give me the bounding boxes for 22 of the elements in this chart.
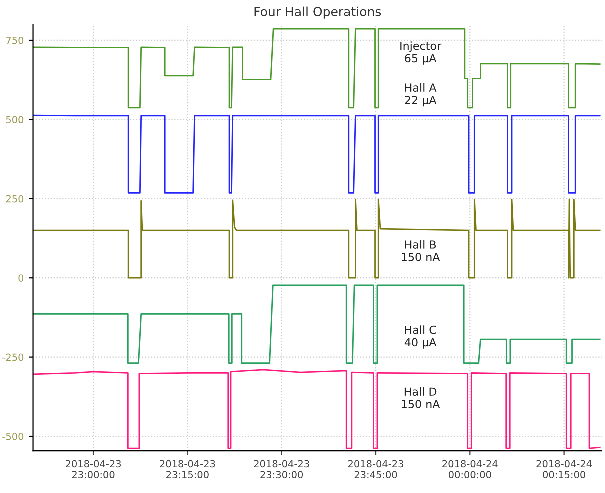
x-tick-label: 2018-04-23 23:30:00 [254, 460, 310, 479]
annotation: Hall A 22 μA [405, 83, 437, 107]
chart-title: Four Hall Operations [254, 6, 382, 19]
annotation: Hall C 40 μA [404, 326, 437, 349]
x-tick-label: 2018-04-24 00:00:00 [442, 460, 498, 479]
line-series [33, 28, 601, 109]
line-series [33, 369, 601, 450]
y-tick-label: 250 [6, 195, 24, 203]
line-series [33, 284, 601, 364]
x-tick-label: 2018-04-24 00:15:00 [536, 460, 592, 479]
line-series [33, 198, 601, 279]
annotation: Hall D 150 nA [402, 387, 440, 409]
x-tick-label: 2018-04-23 23:00:00 [66, 460, 122, 479]
annotation: Hall B 150 nA [402, 240, 440, 262]
x-tick-label: 2018-04-23 23:15:00 [160, 460, 216, 479]
y-tick-label: -250 [2, 354, 24, 362]
annotation: Injector 65 μA [400, 42, 442, 65]
x-tick-label: 2018-04-23 23:45:00 [348, 460, 404, 479]
y-tick-label: 750 [6, 36, 24, 44]
y-tick-label: -500 [2, 433, 24, 440]
y-tick-label: 500 [6, 116, 24, 124]
y-tick-label: 0 [18, 274, 24, 282]
